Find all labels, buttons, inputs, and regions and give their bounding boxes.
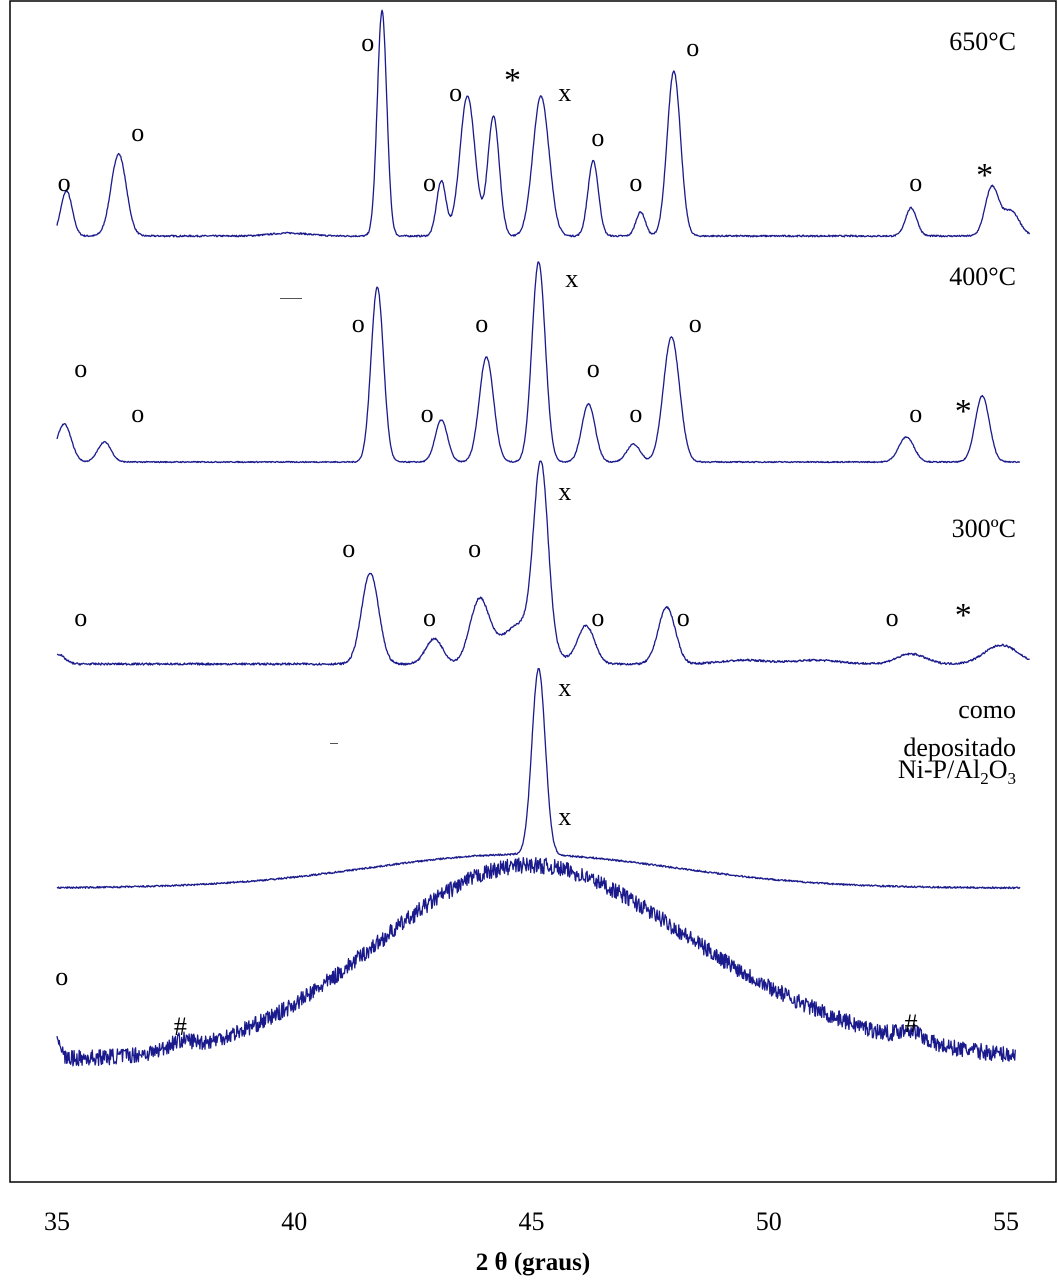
trace-1 (56, 261, 1021, 464)
peak-marker: o (449, 78, 462, 107)
peak-marker: o (74, 603, 87, 632)
peak-marker: * (504, 62, 521, 99)
x-tick-label: 55 (993, 1207, 1019, 1236)
series-label: 300ºC (952, 514, 1016, 543)
label-part: O (989, 755, 1008, 784)
peak-marker: o (131, 118, 144, 147)
peak-marker: o (74, 354, 87, 383)
peak-marker: o (587, 354, 600, 383)
subscript: 3 (1008, 769, 1017, 788)
trace-2 (56, 460, 1030, 666)
peak-marker: x (558, 477, 571, 506)
peak-marker: o (423, 603, 436, 632)
x-tick-label: 50 (756, 1207, 782, 1236)
peak-marker: o (475, 309, 488, 338)
peak-marker: o (686, 33, 699, 62)
series-label: 650°C (949, 27, 1016, 56)
peak-marker: * (976, 157, 993, 194)
peak-marker: o (58, 168, 71, 197)
x-tick-label: 40 (281, 1207, 307, 1236)
peak-marker: * (955, 393, 972, 430)
peak-marker: o (468, 534, 481, 563)
x-axis-label: 2 θ (graus) (476, 1249, 590, 1276)
peak-marker: x (558, 802, 571, 831)
peak-marker: o (677, 603, 690, 632)
peak-marker: o (909, 168, 922, 197)
series-label: depositado (903, 733, 1016, 762)
trace-3 (56, 668, 1021, 890)
peak-marker: o (131, 399, 144, 428)
peak-marker: # (905, 1009, 918, 1038)
peak-marker: o (352, 309, 365, 338)
peak-marker: o (886, 603, 899, 632)
peak-marker: o (342, 534, 355, 563)
peak-marker: o (689, 309, 702, 338)
subscript: 2 (980, 769, 989, 788)
trace-layer (56, 9, 1031, 1067)
trace-0 (56, 9, 1031, 238)
peak-marker: x (565, 264, 578, 293)
peak-marker: o (591, 123, 604, 152)
artifact-speck (280, 298, 302, 299)
plot-frame (9, 0, 1057, 1183)
peak-marker: o (361, 28, 374, 57)
peak-marker: o (591, 603, 604, 632)
trace-4 (56, 857, 1016, 1067)
label-part: Ni-P/Al (898, 755, 980, 784)
peak-marker: * (955, 597, 972, 634)
x-tick-label: 35 (44, 1207, 70, 1236)
peak-marker: x (558, 673, 571, 702)
peak-marker: o (55, 962, 68, 991)
peak-marker: o (629, 399, 642, 428)
series-label: Ni-P/Al2O3 (898, 755, 1016, 788)
series-label: 400°C (949, 262, 1016, 291)
artifact-speck (330, 743, 338, 744)
peak-marker: o (423, 168, 436, 197)
peak-marker: # (174, 1012, 187, 1041)
x-tick-label: 45 (519, 1207, 545, 1236)
x-tick-layer: 35 40 45 50 55 (44, 1207, 1019, 1236)
peak-marker: o (909, 399, 922, 428)
peak-marker: x (558, 78, 571, 107)
peak-marker: o (629, 168, 642, 197)
peak-marker: o (421, 399, 434, 428)
series-label: como (958, 695, 1016, 724)
